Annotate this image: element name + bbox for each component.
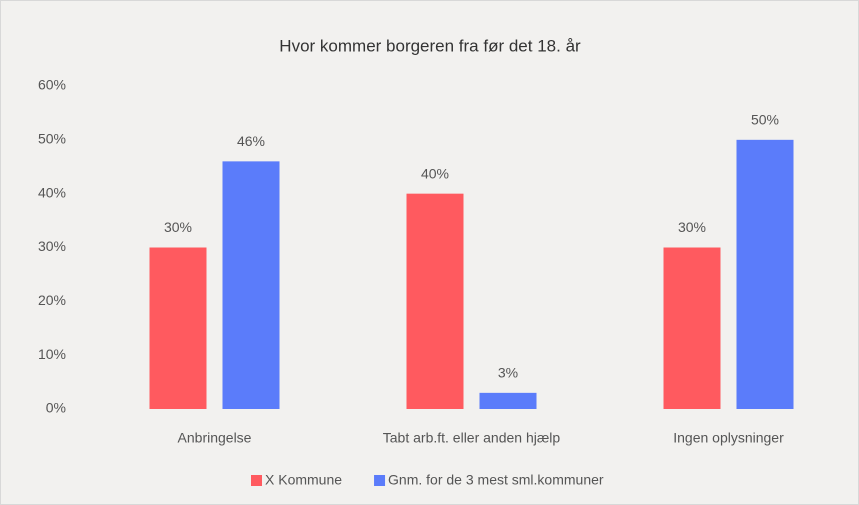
chart-title: Hvor kommer borgeren fra før det 18. år bbox=[279, 36, 581, 55]
bar bbox=[479, 392, 537, 409]
legend-label: Gnm. for de 3 mest sml.kommuner bbox=[388, 472, 604, 488]
y-tick-label: 50% bbox=[38, 131, 66, 147]
bar bbox=[406, 193, 464, 409]
x-tick-label: Tabt arb.ft. eller anden hjælp bbox=[383, 430, 561, 446]
y-tick-label: 30% bbox=[38, 238, 66, 254]
x-tick-label: Anbringelse bbox=[178, 430, 252, 446]
legend-swatch bbox=[374, 475, 386, 486]
y-tick-label: 40% bbox=[38, 184, 66, 200]
data-label: 30% bbox=[678, 219, 706, 235]
data-label: 40% bbox=[421, 165, 449, 181]
y-tick-label: 10% bbox=[38, 346, 66, 362]
legend-swatch bbox=[251, 475, 262, 486]
bar bbox=[663, 247, 721, 409]
legend-label: X Kommune bbox=[265, 472, 342, 488]
y-tick-label: 0% bbox=[46, 400, 66, 416]
y-tick-label: 60% bbox=[38, 77, 66, 93]
y-tick-label: 20% bbox=[38, 292, 66, 308]
data-label: 50% bbox=[751, 112, 779, 128]
data-label: 46% bbox=[237, 133, 265, 149]
bar bbox=[736, 139, 794, 410]
data-label: 30% bbox=[164, 219, 192, 235]
bar bbox=[222, 161, 280, 409]
bar bbox=[149, 247, 207, 409]
data-label: 3% bbox=[498, 365, 518, 381]
x-tick-label: Ingen oplysninger bbox=[673, 430, 784, 446]
